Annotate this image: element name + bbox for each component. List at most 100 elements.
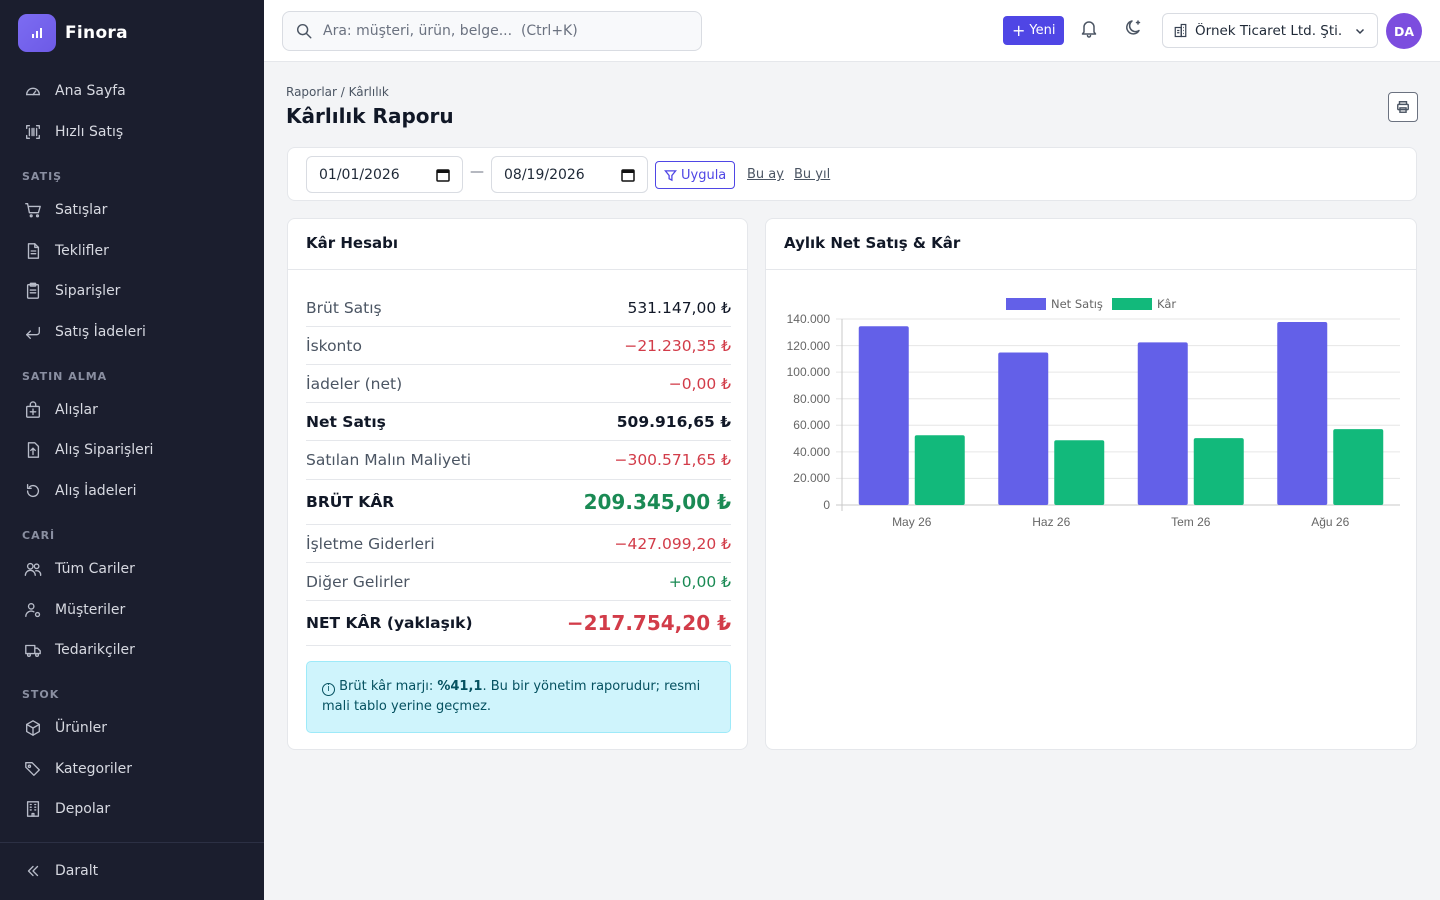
x-tick-label: Haz 26 [1032,515,1071,529]
sidebar-item-siparisler[interactable]: Siparişler [24,276,120,306]
y-tick-label: 80.000 [793,391,830,406]
theme-toggle-button[interactable] [1124,18,1148,42]
bar[interactable] [1054,440,1105,505]
sidebar-item-tum-cariler[interactable]: Tüm Cariler [24,554,135,584]
bell-icon [1081,21,1097,38]
this-month-link[interactable]: Bu ay [747,167,784,182]
sidebar-section-title: SATIŞ [22,170,63,183]
legend-swatch [1112,298,1152,310]
document-arrow-icon [27,442,40,458]
profit-row-value: −21.230,35 ₺ [624,336,731,355]
sidebar-item-alislar[interactable]: Alışlar [24,395,98,425]
printer-icon [1397,101,1409,113]
bar[interactable] [858,326,909,505]
sidebar-item-label: Satış İadeleri [55,324,146,340]
this-year-link[interactable]: Bu yıl [794,167,831,182]
end-date-input[interactable]: 08/19/2026 [491,156,648,193]
rotate-ccw-icon [26,484,40,498]
box-icon [26,720,40,736]
sidebar-item-kategoriler[interactable]: Kategoriler [24,754,132,784]
bar[interactable] [1137,342,1188,505]
profit-row-value: 509.916,65 ₺ [616,412,731,431]
chart-svg [836,318,1400,511]
sidebar-item-teklifler[interactable]: Teklifler [24,236,109,266]
profit-row: BRÜT KÂR 209.345,00 ₺ [306,480,731,525]
start-date-value: 01/01/2026 [319,166,400,183]
double-chevron-left-icon [27,865,39,877]
calendar-icon[interactable] [621,168,635,182]
search-box[interactable] [282,11,702,51]
sidebar-item-hizli-satis[interactable]: Hızlı Satış [24,117,123,147]
company-selector[interactable]: Örnek Ticaret Ltd. Şti. [1162,13,1378,48]
start-date-input[interactable]: 01/01/2026 [306,156,463,193]
date-filter-bar: 01/01/2026 — 08/19/2026 Uygula Bu ay Bu … [287,147,1417,201]
legend-item[interactable]: Net Satış [1006,297,1103,311]
sidebar-item-label: Tüm Cariler [55,561,135,577]
brand[interactable]: Finora [18,14,128,52]
collapse-label: Daralt [55,863,99,879]
profit-row: Diğer Gelirler +0,00 ₺ [306,563,731,601]
y-tick-label: 60.000 [793,418,830,433]
profit-card-title: Kâr Hesabı [288,219,747,270]
sidebar-item-label: Ürünler [55,720,108,736]
bag-plus-icon [26,401,40,418]
bar[interactable] [914,435,965,505]
end-date-value: 08/19/2026 [504,166,585,183]
chart-card: Aylık Net Satış & Kâr Net Satış Kâr 140.00… [765,218,1417,750]
search-icon [296,23,312,39]
sidebar-section-title: SATIN ALMA [22,370,108,383]
sidebar-section-title: CARİ [22,529,56,542]
chevron-down-icon [1355,28,1365,34]
sidebar-item-depolar[interactable]: Depolar [24,794,110,824]
bar[interactable] [1193,438,1244,505]
y-tick-label: 120.000 [786,338,830,353]
building-icon [1174,23,1187,38]
print-button[interactable] [1388,92,1418,122]
sidebar-item-label: Kategoriler [55,761,132,777]
sidebar: Finora Ana Sayfa Hızlı Satış SATIŞ Satış… [0,0,264,900]
sidebar-item-label: Hızlı Satış [55,124,124,140]
y-tick-label: 100.000 [786,365,830,380]
sidebar-item-label: Depolar [55,801,111,817]
profit-row-label: İşletme Giderleri [306,534,435,553]
sidebar-item-label: Teklifler [55,243,109,259]
collapse-sidebar-button[interactable]: Daralt [24,856,98,886]
search-input[interactable] [323,23,683,39]
page-title: Kârlılık Raporu [286,104,454,128]
sidebar-item-satis-iadeleri[interactable]: Satış İadeleri [24,317,146,347]
profit-row-value: 209.345,00 ₺ [583,490,731,514]
profit-row-label: İadeler (net) [306,374,403,393]
calendar-icon[interactable] [436,168,450,182]
profit-row-value: −300.571,65 ₺ [614,451,731,469]
bar[interactable] [998,352,1049,505]
legend-item[interactable]: Kâr [1112,297,1176,311]
sidebar-item-tedarikciler[interactable]: Tedarikçiler [24,635,135,665]
bar[interactable] [1277,322,1328,505]
return-arrow-icon [26,326,40,339]
company-name: Örnek Ticaret Ltd. Şti. [1195,22,1343,39]
sidebar-item-alis-iadeleri[interactable]: Alış İadeleri [24,476,136,506]
sidebar-item-urunler[interactable]: Ürünler [24,713,107,743]
sidebar-item-satislar[interactable]: Satışlar [24,195,107,225]
notifications-button[interactable] [1079,18,1103,42]
building-icon [26,801,40,817]
date-separator: — [470,164,484,180]
avatar[interactable]: DA [1386,13,1422,49]
legend-swatch [1006,298,1046,310]
apply-filter-button[interactable]: Uygula [655,161,736,189]
sidebar-item-ana-sayfa[interactable]: Ana Sayfa [24,76,126,106]
topbar: + Yeni Örnek Ticaret Ltd. Şti. DA [264,0,1440,62]
truck-icon [25,644,41,657]
barcode-icon [26,125,40,139]
sidebar-item-musteriler[interactable]: Müşteriler [24,595,125,625]
sidebar-item-label: Alış İadeleri [55,483,137,499]
margin-info-alert: i Brüt kâr marjı: %41,1. Bu bir yönetim … [306,661,731,733]
y-tick-label: 0 [823,498,830,512]
new-button[interactable]: + Yeni [1003,16,1065,45]
profit-row-label: NET KÂR (yaklaşık) [306,614,473,632]
chart-card-title: Aylık Net Satış & Kâr [766,219,1416,270]
bar[interactable] [1333,429,1384,505]
sidebar-item-alis-siparisleri[interactable]: Alış Siparişleri [24,435,153,465]
sidebar-item-label: Satışlar [55,202,108,218]
logo-icon [18,14,56,52]
